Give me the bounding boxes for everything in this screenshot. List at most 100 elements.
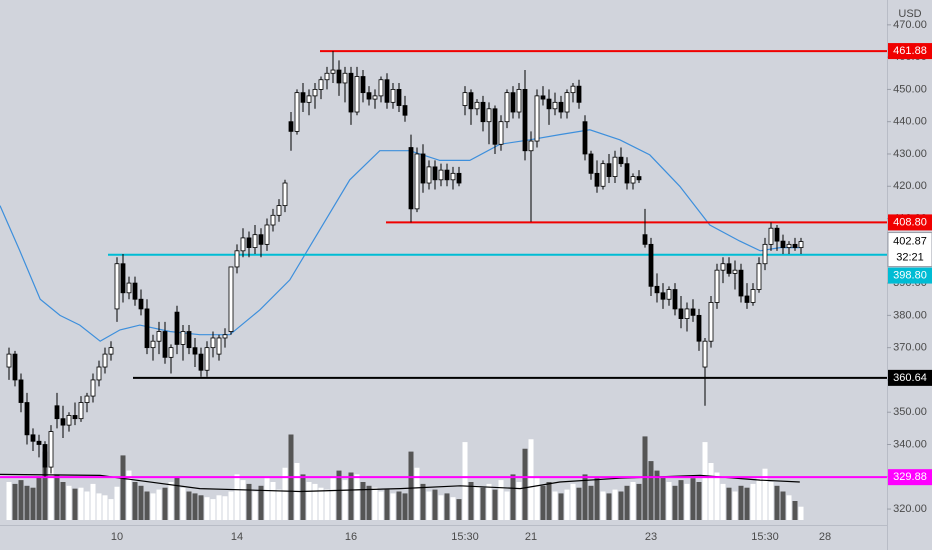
volume-bar bbox=[180, 487, 186, 520]
volume-bar bbox=[630, 482, 636, 520]
candle-body bbox=[642, 234, 648, 245]
volume-bar bbox=[678, 480, 684, 520]
candle-body bbox=[264, 224, 270, 245]
volume-bar bbox=[264, 478, 270, 520]
volume-bar bbox=[714, 472, 720, 520]
candle-body bbox=[426, 166, 432, 184]
y-tick-label: 380.00 bbox=[893, 309, 927, 321]
level-price-box bbox=[888, 43, 932, 60]
volume-bar bbox=[498, 480, 504, 520]
candle-body bbox=[342, 72, 348, 84]
candle-body bbox=[192, 347, 198, 355]
volume-bar bbox=[156, 489, 162, 520]
volume-bar bbox=[546, 482, 552, 520]
volume-bar bbox=[516, 482, 522, 520]
candle-body bbox=[684, 308, 690, 320]
volume-bar bbox=[198, 495, 204, 520]
candle-body bbox=[300, 92, 306, 103]
candle-body bbox=[138, 298, 144, 310]
volume-bar bbox=[72, 488, 78, 520]
candle-body bbox=[144, 308, 150, 349]
candle-body bbox=[720, 263, 726, 271]
candle-body bbox=[624, 163, 630, 184]
volume-bar bbox=[30, 487, 36, 520]
candle-body bbox=[606, 163, 612, 177]
volume-bar bbox=[492, 489, 498, 520]
candle-body bbox=[516, 89, 522, 113]
volume-bar bbox=[534, 478, 540, 520]
volume-bar bbox=[486, 483, 492, 520]
candle-body bbox=[372, 95, 378, 100]
level-price-label: 408.80 bbox=[893, 216, 927, 228]
volume-bar bbox=[126, 470, 132, 520]
y-tick-label: 320.00 bbox=[893, 503, 927, 515]
currency-label: USD bbox=[898, 8, 921, 20]
candle-body bbox=[186, 331, 192, 349]
candle-body bbox=[462, 92, 468, 106]
candle-body bbox=[276, 205, 282, 216]
volume-bar bbox=[192, 493, 198, 520]
candle-body bbox=[252, 234, 258, 248]
candle-body bbox=[708, 302, 714, 342]
y-tick-label: 370.00 bbox=[893, 342, 927, 354]
volume-bar bbox=[600, 491, 606, 520]
volume-bar bbox=[102, 495, 108, 520]
volume-bar bbox=[474, 485, 480, 520]
candle-body bbox=[366, 92, 372, 100]
volume-bar bbox=[324, 489, 330, 520]
candle-body bbox=[12, 353, 18, 381]
volume-bar bbox=[48, 464, 54, 520]
candle-body bbox=[780, 240, 786, 248]
volume-bar bbox=[108, 499, 114, 520]
candle-body bbox=[228, 266, 234, 332]
y-tick-label: 350.00 bbox=[893, 406, 927, 418]
volume-bar bbox=[456, 499, 462, 520]
volume-bar bbox=[738, 485, 744, 520]
volume-bar bbox=[780, 491, 786, 520]
level-price-label: 398.80 bbox=[893, 269, 927, 281]
volume-bar bbox=[612, 489, 618, 520]
volume-bar bbox=[594, 478, 600, 520]
candle-body bbox=[312, 89, 318, 97]
candle-body bbox=[156, 331, 162, 342]
volume-bar bbox=[36, 477, 42, 520]
candle-body bbox=[42, 444, 48, 468]
volume-bar bbox=[792, 501, 798, 520]
volume-bar bbox=[408, 451, 414, 520]
volume-bar bbox=[312, 483, 318, 520]
candle-body bbox=[648, 243, 654, 287]
volume-bar bbox=[354, 474, 360, 520]
volume-bar bbox=[78, 487, 84, 520]
candle-body bbox=[492, 108, 498, 145]
candle-body bbox=[504, 92, 510, 123]
candle-body bbox=[168, 347, 174, 358]
candle-body bbox=[318, 79, 324, 90]
volume-bar bbox=[432, 489, 438, 520]
candle-body bbox=[30, 434, 36, 442]
candle-body bbox=[750, 289, 756, 303]
volume-bar bbox=[450, 497, 456, 520]
volume-bar bbox=[636, 483, 642, 520]
candle-body bbox=[510, 92, 516, 113]
x-tick-label: 15:30 bbox=[751, 531, 779, 543]
candle-body bbox=[636, 176, 642, 181]
candle-body bbox=[654, 285, 660, 294]
volume-bar bbox=[318, 487, 324, 520]
y-tick-label: 340.00 bbox=[893, 438, 927, 450]
volume-bar bbox=[270, 482, 276, 520]
y-tick-label: 440.00 bbox=[893, 116, 927, 128]
candle-body bbox=[618, 156, 624, 165]
candle-body bbox=[558, 101, 564, 113]
volume-bar bbox=[726, 487, 732, 520]
candle-body bbox=[528, 140, 534, 152]
volume-bar bbox=[150, 493, 156, 520]
candle-body bbox=[54, 405, 60, 420]
candle-body bbox=[294, 92, 300, 132]
volume-bar bbox=[444, 493, 450, 520]
level-price-box bbox=[888, 469, 932, 486]
x-tick-label: 14 bbox=[231, 531, 243, 543]
volume-bar bbox=[168, 482, 174, 520]
volume-bar bbox=[696, 482, 702, 520]
volume-bar bbox=[216, 495, 222, 520]
candle-body bbox=[72, 415, 78, 420]
